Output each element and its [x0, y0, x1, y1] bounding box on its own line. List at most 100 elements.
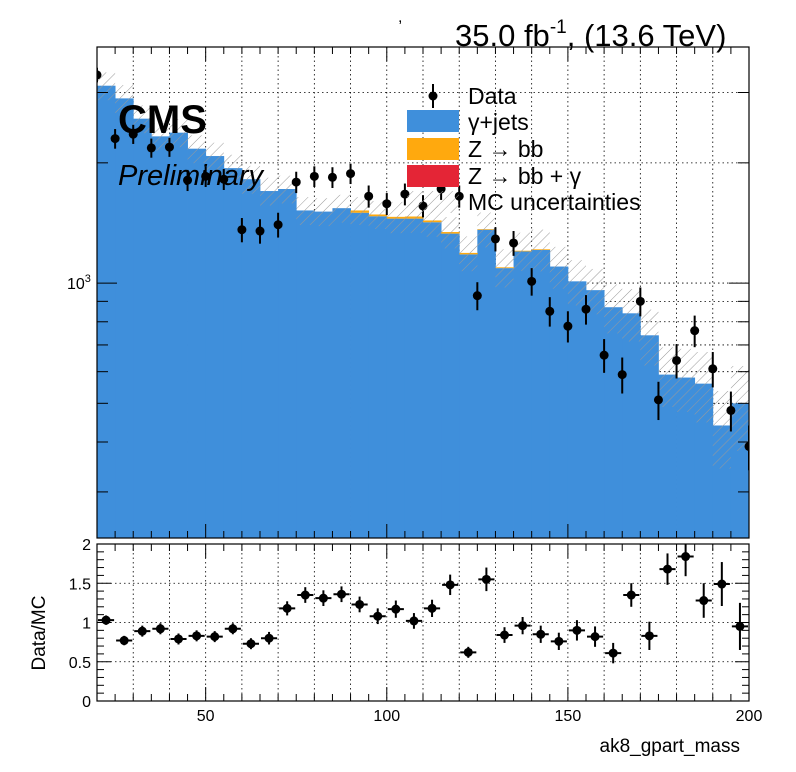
mc-uncertainty-bin: [513, 232, 532, 271]
mc-uncertainty-bin: [386, 201, 405, 234]
mc-bar-gjets: [169, 132, 188, 538]
data-point: [164, 142, 174, 152]
legend-entry-gjets: γ+jets: [407, 109, 529, 135]
data-point: [563, 321, 573, 331]
data-point: [309, 171, 319, 181]
mc-bar-gjets: [441, 233, 460, 538]
mc-bar-gjets: [658, 374, 677, 538]
mc-uncertainty-bin: [133, 105, 152, 134]
preliminary-label: Preliminary: [118, 160, 265, 192]
ratio-point: [228, 624, 238, 634]
mc-uncertainty-bin: [640, 309, 659, 366]
mc-bar-gjets: [622, 313, 641, 538]
data-point: [219, 174, 229, 184]
ratio-y-tick-label: 2: [82, 537, 91, 554]
mc-bar-gjets: [549, 266, 569, 538]
data-point: [708, 364, 718, 374]
mc-uncertainty-bin: [187, 135, 206, 164]
ratio-point: [463, 647, 473, 657]
data-point: [653, 395, 663, 405]
ratio-point: [735, 621, 745, 631]
data-point: [364, 191, 374, 201]
mc-bar-gjets: [115, 98, 134, 538]
ratio-point: [264, 633, 274, 643]
mc-uncertainty-bin: [676, 348, 695, 412]
mc-bar-gjets: [477, 229, 496, 538]
mc-bar-gjets: [151, 136, 170, 538]
legend-label-zbb: Z → bb: [468, 136, 543, 162]
ratio-point: [246, 639, 256, 649]
ratio-point: [717, 579, 727, 589]
data-point: [545, 306, 555, 316]
mc-bar-gjets: [586, 290, 605, 538]
mc-uncertainty-bin: [241, 165, 260, 194]
mc-uncertainty-bin: [169, 119, 188, 148]
data-point: [110, 134, 120, 144]
data-point: [726, 405, 736, 415]
x-tick-label: 200: [736, 708, 763, 725]
data-point: [744, 441, 749, 451]
ratio-point: [572, 625, 582, 635]
mc-bar-gjets: [404, 218, 424, 538]
data-point: [672, 355, 682, 365]
legend-swatch-mc-uncertainties: [407, 191, 459, 213]
mc-uncertainty-bin: [441, 217, 460, 249]
mc-bar-gjets: [296, 210, 315, 538]
data-point: [128, 129, 138, 139]
mc-bar-gjets: [567, 281, 587, 538]
data-point: [690, 326, 700, 336]
ratio-point: [137, 626, 147, 636]
data-point: [327, 172, 337, 182]
x-tick-label: 50: [197, 708, 215, 725]
x-tick-label: 100: [373, 708, 400, 725]
legend-entry-mc-unc: MC uncertainties: [407, 189, 641, 215]
mc-uncertainty-bin: [730, 365, 749, 451]
ratio-point: [644, 631, 654, 641]
mc-bar-gjets: [314, 211, 333, 538]
legend-label-data: Data: [468, 83, 517, 109]
mc-uncertainty-bin: [350, 197, 369, 225]
mc-uncertainty-bin: [260, 177, 279, 206]
mc-uncertainty-bin: [423, 205, 442, 237]
mc-uncertainty-bin: [622, 289, 641, 342]
mc-bar-gjets: [513, 251, 533, 538]
mc-uncertainty-bin: [712, 390, 731, 469]
data-point: [509, 238, 519, 248]
legend-swatch-gjets: [407, 110, 459, 132]
lumi-exponent: -1: [550, 17, 567, 38]
ratio-y-tick-label: 0: [82, 694, 91, 711]
mc-bar-gjets: [332, 208, 351, 538]
legend-entry-data: Data: [428, 83, 517, 109]
mc-bar-gjets: [187, 148, 207, 538]
mc-bar-gjets: [423, 222, 442, 538]
mc-uncertainty-bin: [531, 229, 550, 272]
legend-label-gjets: γ+jets: [468, 109, 529, 135]
ratio-point: [155, 624, 165, 634]
mc-uncertainty-bin: [549, 246, 568, 289]
legend: Data γ+jets Z → bb Z → bb + γ MC uncerta…: [407, 83, 641, 215]
data-point: [237, 225, 247, 235]
data-point: [581, 304, 591, 314]
ratio-point: [608, 648, 618, 658]
data-point: [97, 70, 102, 80]
data-point: [527, 276, 537, 286]
legend-data-marker: [428, 91, 438, 101]
data-point: [183, 175, 193, 185]
mc-uncertainty-bin: [495, 249, 514, 288]
mc-bar-gjets: [223, 168, 243, 538]
data-point: [382, 199, 392, 209]
ratio-point: [663, 564, 672, 574]
mc-bar-gjets: [97, 85, 116, 538]
mc-uncertainty-bin: [296, 197, 315, 225]
x-tick-label: 150: [555, 708, 582, 725]
ratio-point: [500, 630, 509, 640]
ratio-point: [681, 552, 691, 562]
mc-uncertainty-bin: [477, 212, 496, 248]
ratio-point: [409, 616, 419, 626]
mc-bar-gjets: [368, 216, 388, 538]
mc-bar-gjets: [278, 189, 297, 538]
ratio-point: [427, 603, 437, 613]
mc-uncertainty-bin: [115, 85, 134, 113]
ratio-point: [282, 603, 292, 613]
mc-bar-gjets: [495, 268, 514, 538]
